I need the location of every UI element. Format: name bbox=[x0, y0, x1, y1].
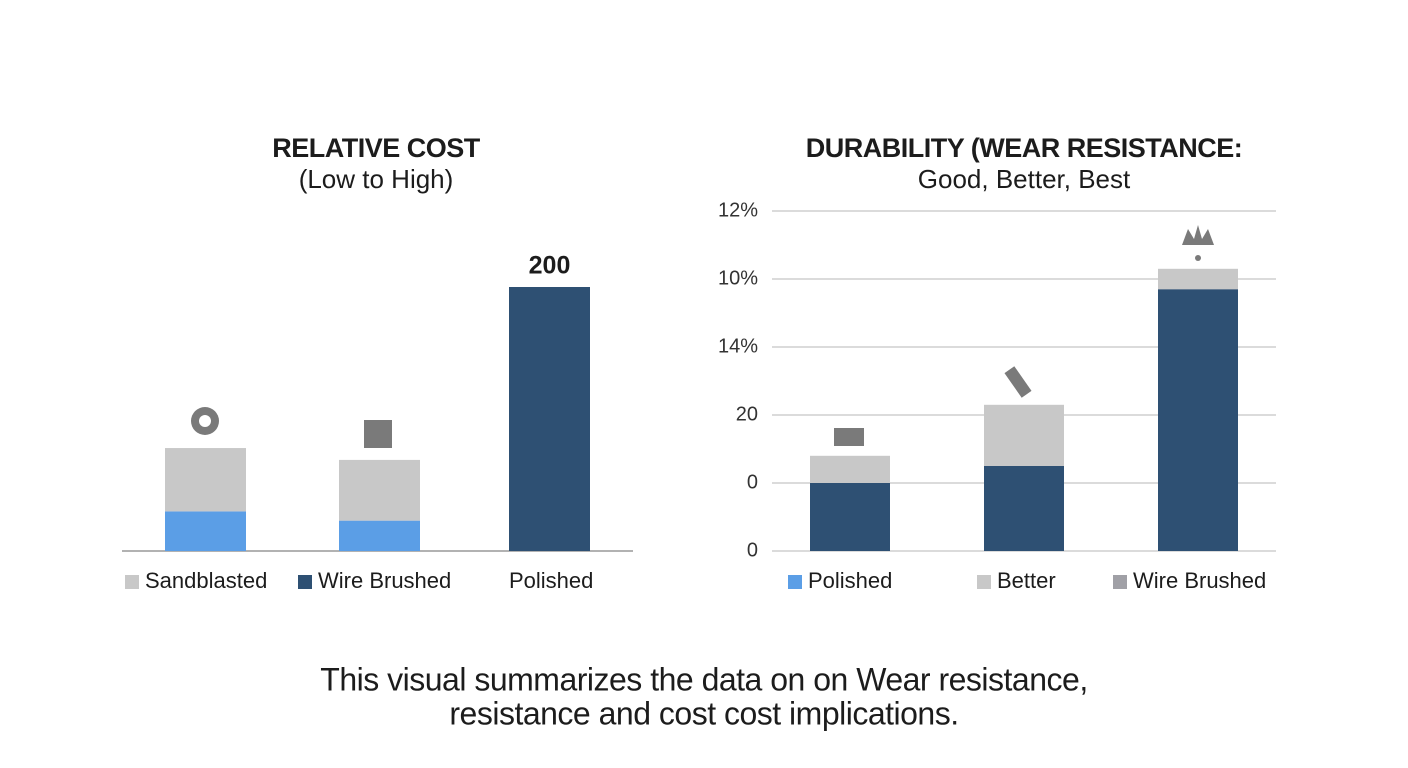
y-tick-label: 12% bbox=[718, 199, 758, 221]
legend-swatch bbox=[788, 575, 802, 589]
y-tick-label: 0 bbox=[747, 471, 758, 493]
icon-gear-hole bbox=[199, 415, 211, 427]
legend-label: Sandblasted bbox=[145, 568, 267, 593]
legend-label: Polished bbox=[509, 568, 593, 593]
icon-cube bbox=[364, 420, 392, 448]
caption-line: This visual summarizes the data on on We… bbox=[320, 661, 1087, 697]
bar-segment bbox=[509, 287, 590, 551]
icon-dots bbox=[1195, 255, 1201, 261]
legend-swatch bbox=[125, 575, 139, 589]
legend-swatch bbox=[977, 575, 991, 589]
y-tick-label: 20 bbox=[736, 403, 758, 425]
legend-swatch bbox=[298, 575, 312, 589]
bar-segment bbox=[1158, 289, 1238, 551]
legend-label: Wire Brushed bbox=[318, 568, 451, 593]
y-tick-label: 10% bbox=[718, 267, 758, 289]
chart-subtitle: (Low to High) bbox=[299, 164, 454, 194]
bar-segment bbox=[810, 483, 890, 551]
y-tick-label: 0 bbox=[747, 539, 758, 561]
icon-crown bbox=[1182, 225, 1214, 245]
bar-segment bbox=[165, 448, 246, 512]
bar-segment bbox=[810, 455, 890, 483]
bar-segment bbox=[339, 520, 420, 551]
bar-segment bbox=[1158, 268, 1238, 290]
chart-title: DURABILITY (WEAR RESISTANCE: bbox=[806, 133, 1243, 163]
caption-line: resistance and cost cost implications. bbox=[449, 695, 958, 731]
legend-swatch bbox=[1113, 575, 1127, 589]
legend-label: Better bbox=[997, 568, 1056, 593]
chart-title: RELATIVE COST bbox=[272, 133, 481, 163]
icon-brushes bbox=[834, 428, 864, 446]
chart-subtitle: Good, Better, Best bbox=[918, 164, 1131, 194]
bar-segment bbox=[984, 466, 1064, 551]
icon-brush bbox=[1004, 366, 1032, 398]
value-label: 200 bbox=[529, 252, 571, 280]
y-tick-label: 14% bbox=[718, 335, 758, 357]
legend-label: Wire Brushed bbox=[1133, 568, 1266, 593]
bar-segment bbox=[984, 404, 1064, 466]
bar-segment bbox=[165, 511, 246, 551]
legend-label: Polished bbox=[808, 568, 892, 593]
bar-segment bbox=[339, 459, 420, 521]
